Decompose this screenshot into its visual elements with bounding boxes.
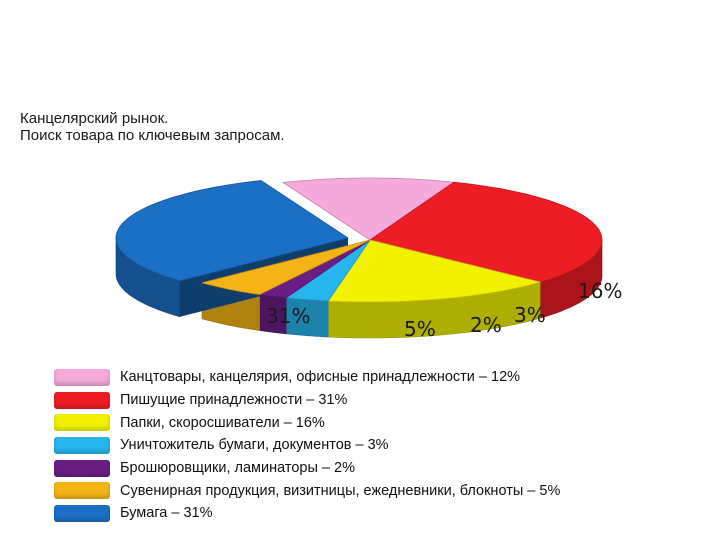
legend-label: Уничтожитель бумаги, документов – 3% xyxy=(120,437,389,454)
legend-label: Папки, скоросшиватели – 16% xyxy=(120,414,325,431)
legend-item: Пишущие принадлежности – 31% xyxy=(54,389,560,412)
legend-swatch xyxy=(54,504,110,522)
legend-label: Канцтовары, канцелярия, офисные принадле… xyxy=(120,369,521,386)
legend-label: Бумага – 31% xyxy=(120,505,213,522)
pie-data-label: 31% xyxy=(266,304,310,328)
chart-title: Канцелярский рынок. Поиск товара по ключ… xyxy=(20,110,285,144)
pie-data-label: 16% xyxy=(578,279,622,303)
legend-swatch xyxy=(54,482,110,500)
legend-item: Сувенирная продукция, визитницы, ежеднев… xyxy=(54,479,560,502)
legend-item: Уничтожитель бумаги, документов – 3% xyxy=(54,434,560,457)
chart-title-line-1: Канцелярский рынок. xyxy=(20,110,169,127)
pie-data-label: 2% xyxy=(470,313,502,337)
legend-swatch xyxy=(54,391,110,409)
pie-slice xyxy=(327,239,542,303)
legend-item: Папки, скоросшиватели – 16% xyxy=(54,411,560,434)
legend-swatch xyxy=(54,436,110,454)
legend-label: Брошюровщики, ламинаторы – 2% xyxy=(120,460,355,477)
pie-data-label: 3% xyxy=(514,303,546,327)
chart-legend: Канцтовары, канцелярия, офисные принадле… xyxy=(54,366,560,525)
pie-chart: 16% 3% 2% 5% 31% xyxy=(115,177,622,341)
pie-slice xyxy=(258,239,371,299)
pie-slice xyxy=(201,239,371,295)
legend-item: Бумага – 31% xyxy=(54,502,560,525)
legend-label: Сувенирная продукция, визитницы, ежеднев… xyxy=(120,482,561,499)
legend-swatch xyxy=(54,459,110,477)
legend-item: Канцтовары, канцелярия, офисные принадле… xyxy=(54,366,560,389)
legend-swatch xyxy=(54,414,110,432)
legend-swatch xyxy=(54,368,110,386)
pie-slice xyxy=(115,180,349,282)
pie-data-label: 5% xyxy=(404,317,436,341)
pie-slice xyxy=(369,181,603,283)
pie-data-labels: 16% 3% 2% 5% 31% xyxy=(266,279,622,341)
pie-slice xyxy=(285,239,371,302)
pie-top-faces xyxy=(115,177,603,303)
legend-label: Пишущие принадлежности – 31% xyxy=(120,392,348,409)
legend-item: Брошюровщики, ламинаторы – 2% xyxy=(54,457,560,480)
pie-slice xyxy=(281,177,456,241)
chart-title-line-2: Поиск товара по ключевым запросам. xyxy=(20,127,285,144)
